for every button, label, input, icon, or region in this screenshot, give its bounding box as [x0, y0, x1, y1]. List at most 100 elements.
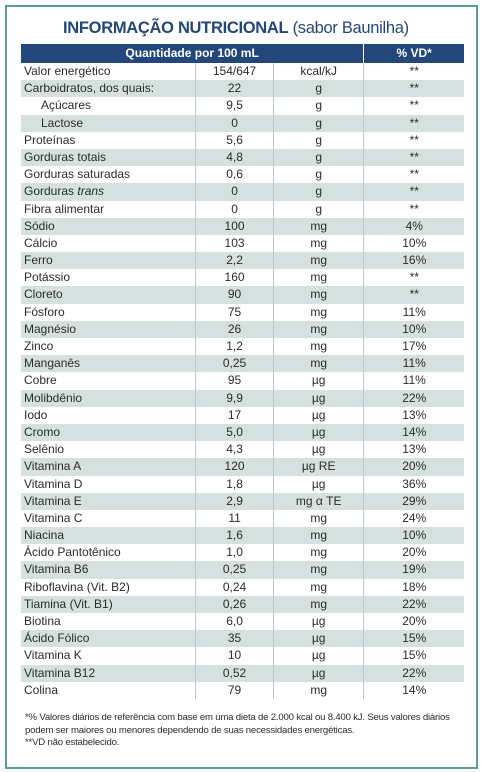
amount-cell: 6,0 — [196, 613, 274, 631]
unit-cell: mg — [274, 286, 365, 304]
table-row: Vitamina C 11 mg 24% — [21, 509, 464, 528]
nutrient-name: Potássio — [24, 270, 71, 285]
unit-cell: mg — [274, 544, 365, 562]
nutrient-cell: Fósforo — [21, 303, 197, 321]
table-row: Proteínas 5,6 g ** — [21, 131, 464, 149]
amount-cell: 1,6 — [196, 527, 274, 545]
unit-cell: µg — [274, 441, 365, 459]
amount-cell: 79 — [196, 681, 274, 699]
amount-cell: 75 — [196, 303, 274, 321]
vd-cell: 11% — [402, 304, 426, 319]
nutrient-cell: Selênio — [21, 441, 197, 459]
table-row: Manganês 0,25 mg 11% — [21, 355, 464, 373]
unit-cell: mg — [274, 320, 365, 338]
table-row: Vitamina A 120 µg RE 20% — [21, 458, 464, 476]
unit-cell: mg — [274, 681, 365, 699]
unit-cell: g — [274, 80, 365, 98]
header-cell: Quantidade por 100 mL — [21, 44, 365, 63]
vd-cell: ** — [409, 270, 419, 285]
unit-cell: mg — [274, 595, 365, 613]
nutrient-name: Cromo — [24, 424, 61, 439]
vd-cell: ** — [409, 64, 419, 78]
nutrient-cell: Fibra alimentar — [21, 200, 197, 218]
amount-cell: 35 — [196, 630, 274, 648]
nutrient-name: Vitamina B12 — [24, 665, 96, 680]
unit-cell: µg — [274, 630, 365, 648]
amount-cell: 9,9 — [196, 389, 274, 407]
unit-cell: µg — [274, 406, 365, 424]
nutrient-name-italic: trans — [77, 184, 105, 199]
unit-cell: mg — [274, 578, 365, 596]
nutrient-cell: Vitamina E — [21, 492, 197, 510]
table-row: Ácido Fólico 35 µg 15% — [21, 630, 464, 648]
nutrient-name: Ácido Pantotênico — [24, 545, 121, 560]
unit-cell: g — [274, 200, 365, 218]
vd-cell: 14% — [402, 682, 427, 697]
vd-cell: ** — [409, 184, 419, 199]
nutrient-cell: Magnésio — [21, 320, 197, 338]
nutrient-cell: Vitamina B6 — [21, 561, 197, 579]
nutrient-cell: Gorduras totais — [21, 148, 197, 167]
vd-cell: ** — [409, 132, 419, 147]
title: INFORMAÇÃO NUTRICIONAL (sabor Baunilha) — [63, 19, 409, 38]
nutrient-cell: Ácido Pantotênico — [21, 544, 197, 562]
vd-cell: 22% — [402, 665, 427, 680]
unit-cell: mg α TE — [274, 492, 365, 510]
nutrient-name: Ferro — [24, 253, 53, 268]
nutrient-cell: Ferro — [21, 252, 197, 270]
amount-cell: 103 — [196, 234, 274, 253]
table-header: Quantidade por 100 mL % VD* — [21, 44, 464, 63]
amount-cell: 5,0 — [196, 423, 274, 442]
nutrient-name: Ácido Fólico — [24, 631, 90, 646]
amount-cell: 4,8 — [196, 148, 274, 167]
unit-cell: mg — [274, 269, 365, 287]
nutrient-name: Vitamina A — [24, 459, 82, 474]
nutrient-name: Fibra alimentar — [24, 201, 105, 216]
vd-cell: 15% — [402, 648, 427, 663]
amount-cell: 95 — [196, 372, 274, 390]
nutrient-name: Molibdênio — [24, 390, 83, 405]
vd-cell: 11% — [402, 373, 426, 388]
nutrient-cell: Molibdênio — [21, 389, 197, 407]
nutrient-cell: Tiamina (Vit. B1) — [21, 595, 197, 613]
nutrient-cell: Vitamina K — [21, 647, 197, 665]
vd-cell: 20% — [402, 614, 427, 628]
amount-cell: 22 — [196, 80, 274, 98]
unit-cell: g — [274, 148, 365, 167]
amount-cell: 160 — [196, 269, 274, 287]
nutrient-name: Cálcio — [24, 235, 58, 250]
unit-cell: g — [274, 97, 365, 115]
table-row: Magnésio 26 mg 10% — [21, 320, 464, 338]
nutrient-name: Niacina — [24, 528, 65, 543]
amount-cell: 5,6 — [196, 131, 274, 149]
vd-cell: 13% — [402, 407, 427, 422]
unit-cell: kcal/kJ — [274, 63, 365, 81]
table-row: Açúcares 9,5 g ** — [21, 97, 464, 115]
unit-cell: mg — [274, 355, 365, 373]
unit-cell: mg — [274, 338, 365, 356]
amount-cell: 0 — [196, 114, 274, 132]
nutrient-cell: Cromo — [21, 423, 197, 442]
unit-cell: µg — [274, 423, 365, 442]
amount-cell: 1,8 — [196, 475, 274, 493]
table-row: Cálcio 103 mg 10% — [21, 234, 464, 253]
nutrient-cell: Vitamina A — [21, 458, 197, 476]
nutrient-name: Vitamina C — [24, 510, 83, 525]
nutrient-cell: Potássio — [21, 269, 197, 287]
table-row: Potássio 160 mg ** — [21, 269, 464, 287]
title-main: INFORMAÇÃO NUTRICIONAL — [63, 19, 289, 37]
amount-cell: 0 — [196, 200, 274, 218]
vd-cell: ** — [409, 98, 419, 113]
amount-cell: 9,5 — [196, 97, 274, 115]
amount-cell: 90 — [196, 286, 274, 304]
table-row: Colina 79 mg 14% — [21, 681, 464, 699]
nutrient-name: Gorduras totais — [24, 149, 107, 164]
nutrient-name: Fósforo — [24, 304, 65, 319]
unit-cell: mg — [274, 234, 365, 253]
nutrient-name: Gorduras — [24, 184, 75, 199]
table-row: Biotina 6,0 µg 20% — [21, 613, 464, 631]
table-row: Vitamina B12 0,52 µg 22% — [21, 664, 464, 682]
amount-cell: 0,25 — [196, 561, 274, 579]
table-row: Tiamina (Vit. B1) 0,26 mg 22% — [21, 595, 464, 613]
vd-cell: ** — [409, 81, 419, 96]
